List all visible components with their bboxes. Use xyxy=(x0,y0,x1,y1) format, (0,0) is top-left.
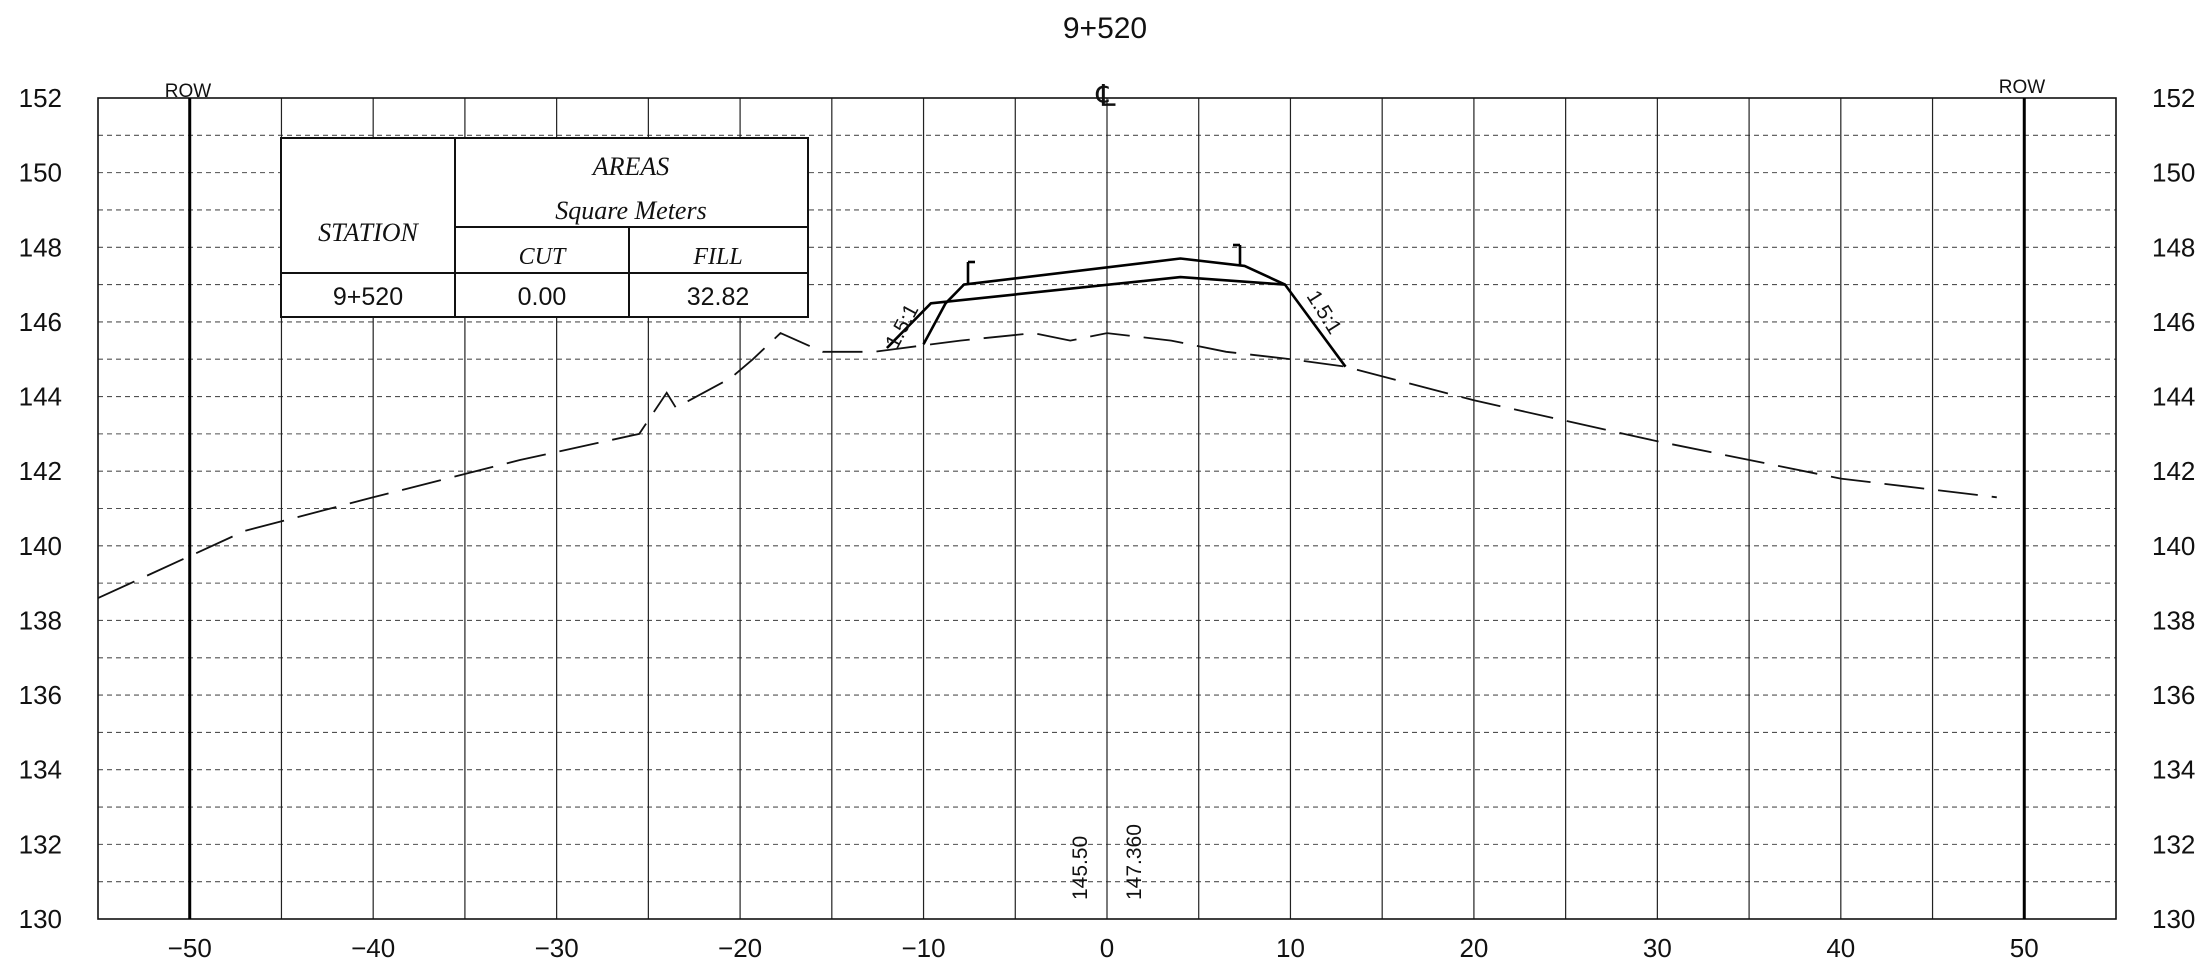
table-units-header: Square Meters xyxy=(555,196,706,225)
y-tick-label-left: 136 xyxy=(19,680,62,710)
x-tick-label: −40 xyxy=(351,933,395,963)
row-label-left: ROW xyxy=(165,81,212,102)
y-tick-label-right: 130 xyxy=(2152,904,2195,934)
y-tick-label-left: 132 xyxy=(19,829,62,859)
y-tick-label-right: 132 xyxy=(2152,829,2195,859)
x-axis: −50 −40 −30 −20 −10 0 10 20 30 40 50 xyxy=(168,933,2039,963)
y-tick-label-right: 134 xyxy=(2152,755,2195,785)
y-tick-label-right: 152 xyxy=(2152,83,2195,113)
right-of-way-lines xyxy=(188,98,2026,919)
table-station-header: STATION xyxy=(318,218,419,247)
y-tick-label-right: 136 xyxy=(2152,680,2195,710)
y-tick-label-left: 138 xyxy=(19,605,62,635)
plot-frame xyxy=(97,97,2117,920)
slope-label-right: 1.5:1 xyxy=(1302,286,1346,338)
y-axis-right: 130 132 134 136 138 140 142 144 146 148 150 152 xyxy=(2152,83,2195,934)
x-tick-label: 10 xyxy=(1276,933,1305,963)
design-top-line xyxy=(922,257,1347,368)
x-tick-label: 20 xyxy=(1459,933,1488,963)
x-tick-label: −10 xyxy=(901,933,945,963)
x-tick-label: 0 xyxy=(1100,933,1114,963)
x-tick-label: −50 xyxy=(168,933,212,963)
existing-ground-line xyxy=(97,332,1997,599)
y-axis-left: 130 132 134 136 138 140 142 144 146 148 150 152 xyxy=(19,83,62,934)
y-tick-label-left: 148 xyxy=(19,232,62,262)
x-tick-label: 40 xyxy=(1826,933,1855,963)
y-tick-label-right: 148 xyxy=(2152,232,2195,262)
y-tick-label-right: 144 xyxy=(2152,382,2195,412)
y-tick-label-left: 150 xyxy=(19,158,62,188)
y-tick-label-left: 140 xyxy=(19,531,62,561)
x-tick-label: −20 xyxy=(718,933,762,963)
x-tick-label: 30 xyxy=(1643,933,1672,963)
y-tick-label-right: 150 xyxy=(2152,158,2195,188)
left-shoulder-marker xyxy=(966,260,975,285)
x-tick-label: −30 xyxy=(535,933,579,963)
slope-label-left: 1.5:1 xyxy=(881,300,923,352)
areas-table: STATION AREAS Square Meters CUT FILL 9+5… xyxy=(280,137,809,318)
ground-elevation-label: 145.50 xyxy=(1069,836,1092,900)
row-label-right: ROW xyxy=(1999,77,2046,98)
y-tick-label-left: 144 xyxy=(19,382,62,412)
y-tick-label-left: 130 xyxy=(19,904,62,934)
y-tick-label-right: 142 xyxy=(2152,456,2195,486)
y-tick-label-left: 142 xyxy=(19,456,62,486)
right-shoulder-marker xyxy=(1233,243,1242,266)
design-subgrade-line xyxy=(885,275,1286,349)
table-fill-value: 32.82 xyxy=(687,283,750,311)
table-areas-header: AREAS xyxy=(591,152,670,181)
table-cut-header: CUT xyxy=(519,244,567,270)
centerline-symbol: ℄ xyxy=(1095,80,1116,113)
y-tick-label-right: 146 xyxy=(2152,307,2195,337)
y-tick-label-left: 146 xyxy=(19,307,62,337)
design-elevation-label: 147.360 xyxy=(1123,824,1146,900)
y-tick-label-right: 138 xyxy=(2152,605,2195,635)
y-tick-label-right: 140 xyxy=(2152,531,2195,561)
y-tick-label-left: 134 xyxy=(19,755,62,785)
y-tick-label-left: 152 xyxy=(19,83,62,113)
profile-lines xyxy=(97,257,1997,599)
station-title: 9+520 xyxy=(1063,12,1147,45)
x-tick-label: 50 xyxy=(2010,933,2039,963)
table-fill-header: FILL xyxy=(692,244,742,270)
table-station-value: 9+520 xyxy=(333,283,403,311)
table-cut-value: 0.00 xyxy=(518,283,567,311)
